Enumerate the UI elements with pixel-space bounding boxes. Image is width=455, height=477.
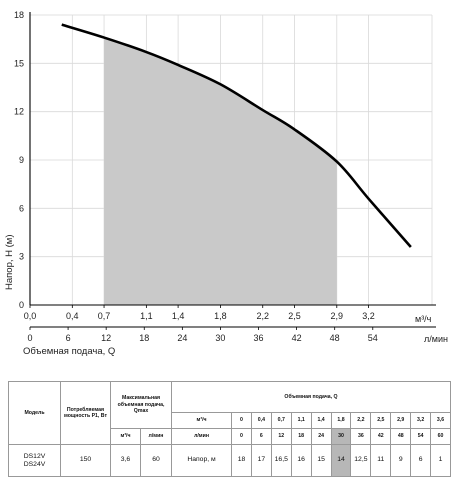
y-tick-label: 18 — [14, 10, 24, 20]
flow-m3h-cell: 0,4 — [250, 412, 272, 429]
working-range-shade — [104, 37, 337, 306]
y-tick-label: 0 — [19, 300, 24, 310]
y-tick-labels: 0 3 6 9 12 15 18 — [14, 10, 24, 310]
flow-m3h-cell: 3,2 — [410, 412, 432, 429]
head-value-cell: 18 — [231, 444, 252, 477]
head-value-cell: 15 — [310, 444, 332, 477]
flow-lmin-cell: 42 — [370, 428, 392, 445]
model-cell: DS12V DS24V — [8, 444, 61, 477]
x-tick-label: 2,9 — [331, 311, 344, 321]
x-tick-label: 1,8 — [214, 311, 227, 321]
head-value-cell: 1 — [430, 444, 451, 477]
head-value-cell: 16 — [290, 444, 312, 477]
y-tick-label: 9 — [19, 155, 24, 165]
head-value-cell: 6 — [410, 444, 432, 477]
x-tick-label: 3,2 — [362, 311, 375, 321]
header-model: Модель — [8, 381, 61, 445]
x2-axis-title: Объемная подача, Q — [23, 346, 115, 357]
header-qmax: Максимальная объемная подача, Qmax — [109, 381, 173, 429]
y-axis-title: Напор, H (м) — [4, 235, 15, 291]
x2-tick-label: 24 — [177, 333, 187, 343]
flow-m3h-cell: 2,9 — [390, 412, 412, 429]
x2-tick-labels: 0 6 12 18 24 30 36 42 48 54 — [27, 333, 377, 343]
x-tick-label: 1,4 — [172, 311, 185, 321]
y-tick-label: 12 — [14, 107, 24, 117]
flow-m3h-cell: 0 — [231, 412, 252, 429]
flow-m3h-cell: 1,8 — [330, 412, 352, 429]
head-value-cell: 17 — [250, 444, 272, 477]
head-label: Напор, м — [171, 444, 233, 477]
head-value-cell: 12,5 — [350, 444, 372, 477]
qmax-m3h-value: 3,6 — [110, 444, 141, 477]
flow-lmin-cell: 18 — [290, 428, 312, 445]
x2-tick-label: 0 — [27, 333, 32, 343]
head-value-cell: 11 — [370, 444, 392, 477]
x2-tick-label: 54 — [368, 333, 378, 343]
power-value: 150 — [60, 444, 111, 477]
x2-tick-label: 30 — [215, 333, 225, 343]
x2-tick-label: 42 — [292, 333, 302, 343]
x-tick-label: 0,0 — [24, 311, 37, 321]
x2-axis-unit: л/мин — [424, 334, 448, 344]
flow-m3h-cell: 2,5 — [370, 412, 392, 429]
specification-table: Модель Потребляемая мощность P1, Вт Макс… — [8, 381, 451, 477]
flow-lmin-cell: 60 — [430, 428, 451, 445]
head-value-cell: 9 — [390, 444, 412, 477]
flow-m3h-cell: 3,6 — [430, 412, 451, 429]
x-tick-label: 2,2 — [256, 311, 269, 321]
header-flow: Объемная подача, Q — [171, 381, 451, 413]
x2-tick-label: 18 — [139, 333, 149, 343]
flow-m3h-cell: 1,4 — [310, 412, 332, 429]
head-value-cell: 16,5 — [270, 444, 292, 477]
x-tick-label: 1,1 — [140, 311, 153, 321]
x2-tick-label: 6 — [66, 333, 71, 343]
x-tick-labels: 0,0 0,4 0,7 1,1 1,4 1,8 2,2 2,5 2,9 3,2 — [24, 311, 375, 321]
flow-lmin-cell: 0 — [231, 428, 252, 445]
qmax-unit-lmin: л/мин — [139, 428, 173, 445]
pump-curve — [61, 23, 412, 248]
head-value-cell: 14 — [330, 444, 352, 477]
flow-m3h-cell: 2,2 — [350, 412, 372, 429]
x2-tick-label: 48 — [330, 333, 340, 343]
x-tick-label: 2,5 — [288, 311, 301, 321]
model-ds24v: DS24V — [23, 460, 46, 468]
header-power: Потребляемая мощность P1, Вт — [60, 381, 111, 445]
chart-axes — [29, 12, 436, 330]
flow-m3h-cell: 0,7 — [270, 412, 292, 429]
qmax-unit-m3h: м³/ч — [110, 428, 141, 445]
y-tick-label: 3 — [19, 252, 24, 262]
flow-unit-lmin: л/мин — [171, 428, 233, 445]
y-tick-label: 6 — [19, 203, 24, 213]
x-tick-label: 0,7 — [98, 311, 111, 321]
model-ds12v: DS12V — [23, 452, 46, 460]
flow-lmin-cell: 12 — [270, 428, 292, 445]
flow-lmin-cell: 36 — [350, 428, 372, 445]
x-axis-unit: м³/ч — [415, 314, 432, 324]
y-tick-label: 15 — [14, 58, 24, 68]
x2-tick-label: 12 — [101, 333, 111, 343]
x-tick-label: 0,4 — [66, 311, 79, 321]
flow-lmin-cell: 30 — [330, 428, 352, 445]
flow-lmin-cell: 24 — [310, 428, 332, 445]
flow-m3h-cell: 1,1 — [290, 412, 312, 429]
flow-lmin-cell: 48 — [390, 428, 412, 445]
qmax-lmin-value: 60 — [139, 444, 173, 477]
flow-lmin-cell: 54 — [410, 428, 432, 445]
flow-lmin-cell: 6 — [250, 428, 272, 445]
flow-unit-m3h: м³/ч — [171, 412, 233, 429]
x2-tick-label: 36 — [254, 333, 264, 343]
